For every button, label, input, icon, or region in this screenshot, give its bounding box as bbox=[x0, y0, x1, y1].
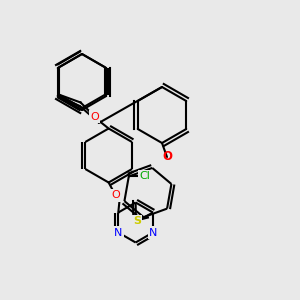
Text: O: O bbox=[162, 151, 172, 164]
Text: Cl: Cl bbox=[139, 172, 150, 182]
Text: N: N bbox=[114, 227, 122, 238]
Text: O: O bbox=[90, 112, 99, 122]
Text: N: N bbox=[149, 227, 157, 238]
Text: O: O bbox=[111, 190, 120, 200]
Text: S: S bbox=[133, 216, 141, 226]
Text: O: O bbox=[90, 112, 100, 125]
